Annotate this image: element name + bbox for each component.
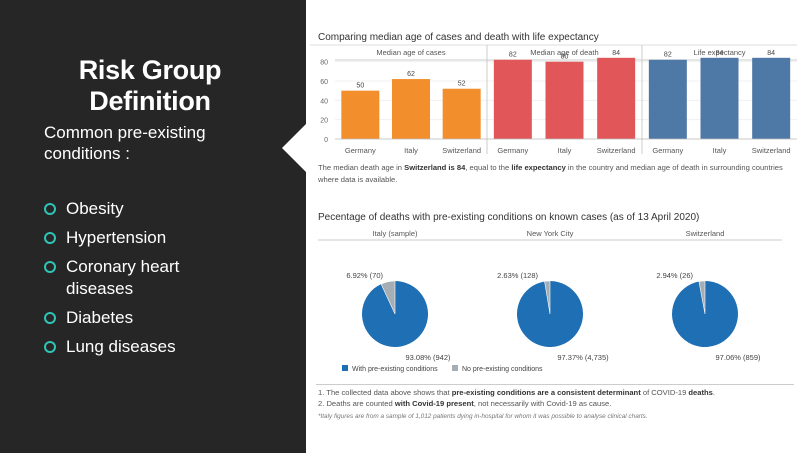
bullet-circle-icon: [44, 232, 56, 244]
y-tick-label: 60: [320, 79, 328, 86]
panel-header: Life expectancy: [693, 48, 745, 57]
bar-value-label: 82: [509, 52, 517, 59]
list-item: Hypertension: [44, 227, 216, 249]
legend-label-without: No pre-existing conditions: [462, 366, 543, 373]
list-item: Coronary heart diseases: [44, 256, 216, 300]
pie-label-without: 6.92% (70): [346, 271, 383, 280]
pie-slice-without: [380, 280, 396, 315]
bar: [341, 90, 380, 139]
bar-value-label: 82: [664, 52, 672, 59]
pie-charts: Italy (sample) 6.92% (70) 93.08% (942) New …: [318, 229, 782, 373]
pie-label-with: 93.08% (942): [405, 353, 451, 362]
bar-value-label: 50: [356, 83, 364, 90]
x-tick-label: Italy: [713, 146, 727, 155]
footnote-italic: *Italy figures are from a sample of 1,01…: [318, 413, 648, 420]
pie-label-with: 97.37% (4,735): [557, 353, 609, 362]
pie-slice-without: [544, 280, 551, 315]
y-tick-label: 20: [320, 118, 328, 125]
y-tick-label: 80: [320, 60, 328, 67]
x-tick-label: Germany: [497, 146, 528, 155]
bar-value-label: 62: [407, 71, 415, 78]
list-item: Lung diseases: [44, 336, 216, 358]
bar-value-label: 80: [561, 54, 569, 61]
footnote-1: 1. The collected data above shows that p…: [318, 388, 716, 397]
bullet-circle-icon: [44, 312, 56, 324]
pie-title: Switzerland: [686, 229, 725, 238]
condition-label: Diabetes: [66, 308, 134, 327]
age-chart-note: The median death age in Switzerland is 8…: [318, 163, 783, 184]
bar: [493, 59, 532, 139]
pie-chart-title: Pecentage of deaths with pre-existing co…: [318, 212, 700, 223]
bar: [392, 79, 430, 139]
pie-title: Italy (sample): [372, 229, 418, 238]
divider: [316, 384, 794, 385]
bar-value-label: 84: [767, 50, 775, 57]
footnote-2: 2. Deaths are counted with Covid-19 pres…: [318, 399, 612, 408]
bar: [442, 88, 481, 139]
conditions-list: Obesity Hypertension Coronary heart dise…: [44, 198, 216, 365]
age-chart-title: Comparing median age of cases and death …: [318, 32, 599, 43]
x-tick-label: Switzerland: [752, 146, 791, 155]
x-tick-label: Switzerland: [597, 146, 636, 155]
age-bar-chart: 80 60 40 20 0 Median age of cases 50 Germany 62 I…: [310, 44, 797, 155]
condition-label: Lung diseases: [66, 337, 176, 356]
bullet-circle-icon: [44, 203, 56, 215]
legend-label-with: With pre-existing conditions: [352, 366, 438, 373]
list-item: Obesity: [44, 198, 216, 220]
title-line-1: Risk Group: [78, 55, 222, 85]
y-tick-label: 40: [320, 98, 328, 105]
pie-slice-without: [698, 280, 706, 315]
bar-value-label: 52: [458, 81, 466, 88]
panel-arrow-notch: [282, 124, 306, 172]
bullet-circle-icon: [44, 341, 56, 353]
bullet-circle-icon: [44, 261, 56, 273]
bar-value-label: 84: [612, 50, 620, 57]
pie-label-without: 2.94% (26): [656, 271, 693, 280]
list-item: Diabetes: [44, 307, 216, 329]
condition-label: Hypertension: [66, 228, 167, 247]
bar: [545, 61, 584, 139]
x-tick-label: Germany: [345, 146, 376, 155]
condition-label: Obesity: [66, 199, 124, 218]
x-tick-label: Switzerland: [442, 146, 481, 155]
x-tick-label: Italy: [404, 146, 418, 155]
pie-label-without: 2.63% (128): [497, 271, 538, 280]
x-tick-label: Italy: [558, 146, 572, 155]
bar: [752, 57, 791, 139]
pie-label-with: 97.06% (859): [715, 353, 761, 362]
slide-subtitle: Common pre-existing conditions :: [44, 123, 206, 163]
bar-value-label: 84: [716, 50, 724, 57]
panel-header: Median age of death: [530, 48, 598, 57]
legend-swatch-with: [342, 365, 348, 371]
slide-title: Risk Group Definition: [0, 55, 300, 117]
condition-label: Coronary heart diseases: [66, 257, 180, 298]
panel-header: Median age of cases: [376, 48, 445, 57]
legend-swatch-without: [452, 365, 458, 371]
pie-title: New York City: [527, 229, 574, 238]
bar: [700, 57, 739, 139]
left-panel: Risk Group Definition Common pre-existin…: [0, 0, 306, 453]
bar: [597, 57, 636, 139]
x-tick-label: Germany: [652, 146, 683, 155]
bar: [648, 59, 687, 139]
y-tick-label: 0: [324, 137, 328, 144]
title-line-2: Definition: [89, 86, 211, 116]
